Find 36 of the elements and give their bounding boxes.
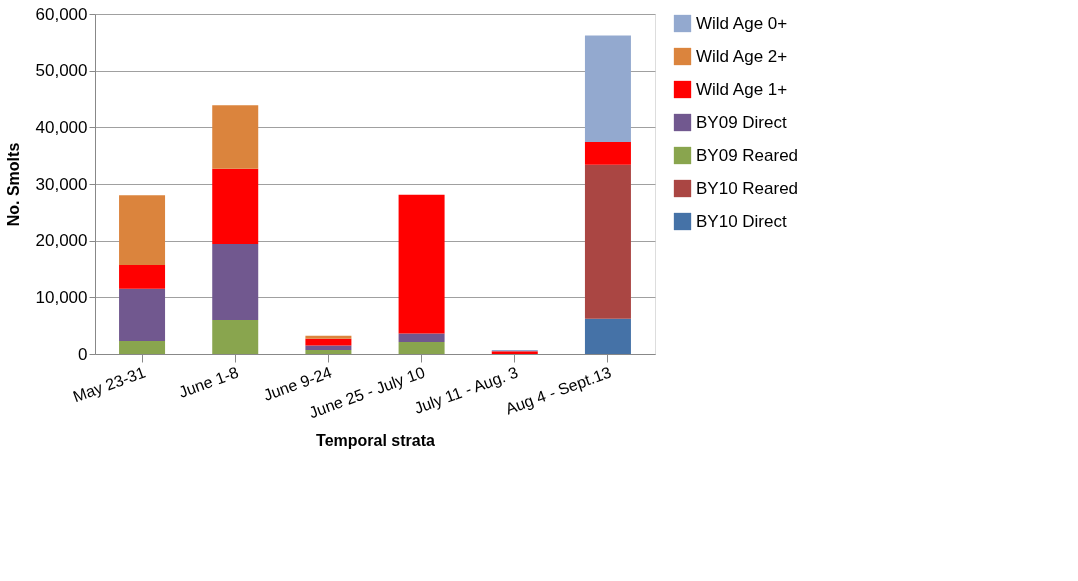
bar xyxy=(305,338,352,346)
bar xyxy=(212,168,259,245)
y-axis-title: No. Smolts xyxy=(4,142,22,227)
bar xyxy=(305,350,352,354)
legend-label: BY10 Reared xyxy=(696,178,799,198)
bar xyxy=(119,265,166,289)
legend-label: Wild Age 2+ xyxy=(696,46,788,66)
x-axis-title: Temporal strata xyxy=(316,432,436,450)
legend-label: BY09 Reared xyxy=(696,145,799,165)
y-tick-label: 40,000 xyxy=(35,117,88,137)
x-tick-label: May 23-31 xyxy=(70,363,148,406)
y-tick-label: 30,000 xyxy=(35,174,88,194)
bar xyxy=(305,335,352,339)
bar xyxy=(398,333,445,343)
legend-label: BY10 Direct xyxy=(696,211,787,231)
bar xyxy=(398,342,445,354)
y-tick-label: 20,000 xyxy=(35,231,88,251)
legend-label: Wild Age 1+ xyxy=(696,79,788,99)
bar xyxy=(584,142,631,165)
bar xyxy=(119,195,166,266)
y-tick-label: 10,000 xyxy=(35,287,88,307)
x-tick-label: June 1-8 xyxy=(176,363,241,401)
bar xyxy=(584,318,631,354)
y-tick-label: 0 xyxy=(78,344,88,364)
bar xyxy=(212,244,259,320)
legend-label: Wild Age 0+ xyxy=(696,13,788,33)
y-tick-label: 60,000 xyxy=(35,4,88,24)
bar xyxy=(584,164,631,319)
bar xyxy=(212,320,259,354)
y-tick-label: 50,000 xyxy=(35,61,88,81)
legend-label: BY09 Direct xyxy=(696,112,787,132)
bar xyxy=(212,105,259,169)
bar xyxy=(119,288,166,341)
bar xyxy=(398,194,445,334)
bar xyxy=(584,35,631,143)
bar xyxy=(119,340,166,354)
